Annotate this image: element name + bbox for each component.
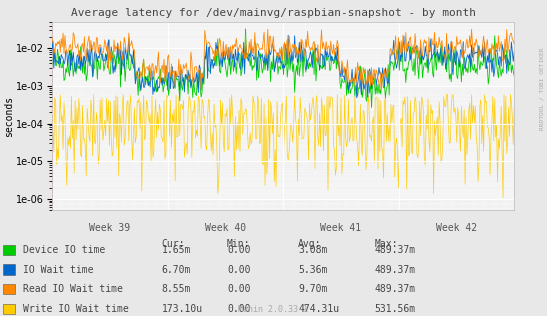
Text: Cur:: Cur: <box>161 239 185 249</box>
Text: 0.00: 0.00 <box>227 304 251 314</box>
Y-axis label: seconds: seconds <box>3 95 14 137</box>
Text: 489.37m: 489.37m <box>375 265 416 275</box>
Text: Write IO Wait time: Write IO Wait time <box>23 304 129 314</box>
Text: 0.00: 0.00 <box>227 245 251 255</box>
Text: 9.70m: 9.70m <box>298 284 328 295</box>
Text: IO Wait time: IO Wait time <box>23 265 94 275</box>
Text: Munin 2.0.33-1: Munin 2.0.33-1 <box>238 306 309 314</box>
Text: 489.37m: 489.37m <box>375 284 416 295</box>
Text: RRDTOOL / TOBI OETIKER: RRDTOOL / TOBI OETIKER <box>539 47 544 130</box>
Text: Read IO Wait time: Read IO Wait time <box>23 284 123 295</box>
Text: Week 39: Week 39 <box>89 223 130 233</box>
Text: Avg:: Avg: <box>298 239 322 249</box>
Text: 5.36m: 5.36m <box>298 265 328 275</box>
Text: 489.37m: 489.37m <box>375 245 416 255</box>
Text: Week 42: Week 42 <box>436 223 477 233</box>
Text: 8.55m: 8.55m <box>161 284 191 295</box>
Text: Device IO time: Device IO time <box>23 245 105 255</box>
Text: 1.65m: 1.65m <box>161 245 191 255</box>
Text: 173.10u: 173.10u <box>161 304 202 314</box>
Text: 474.31u: 474.31u <box>298 304 339 314</box>
Text: Max:: Max: <box>375 239 398 249</box>
Text: Average latency for /dev/mainvg/raspbian-snapshot - by month: Average latency for /dev/mainvg/raspbian… <box>71 8 476 18</box>
Text: 531.56m: 531.56m <box>375 304 416 314</box>
Text: 0.00: 0.00 <box>227 265 251 275</box>
Text: 3.08m: 3.08m <box>298 245 328 255</box>
Text: Week 40: Week 40 <box>205 223 246 233</box>
Text: Week 41: Week 41 <box>321 223 362 233</box>
Text: 6.70m: 6.70m <box>161 265 191 275</box>
Text: Min:: Min: <box>227 239 251 249</box>
Text: 0.00: 0.00 <box>227 284 251 295</box>
